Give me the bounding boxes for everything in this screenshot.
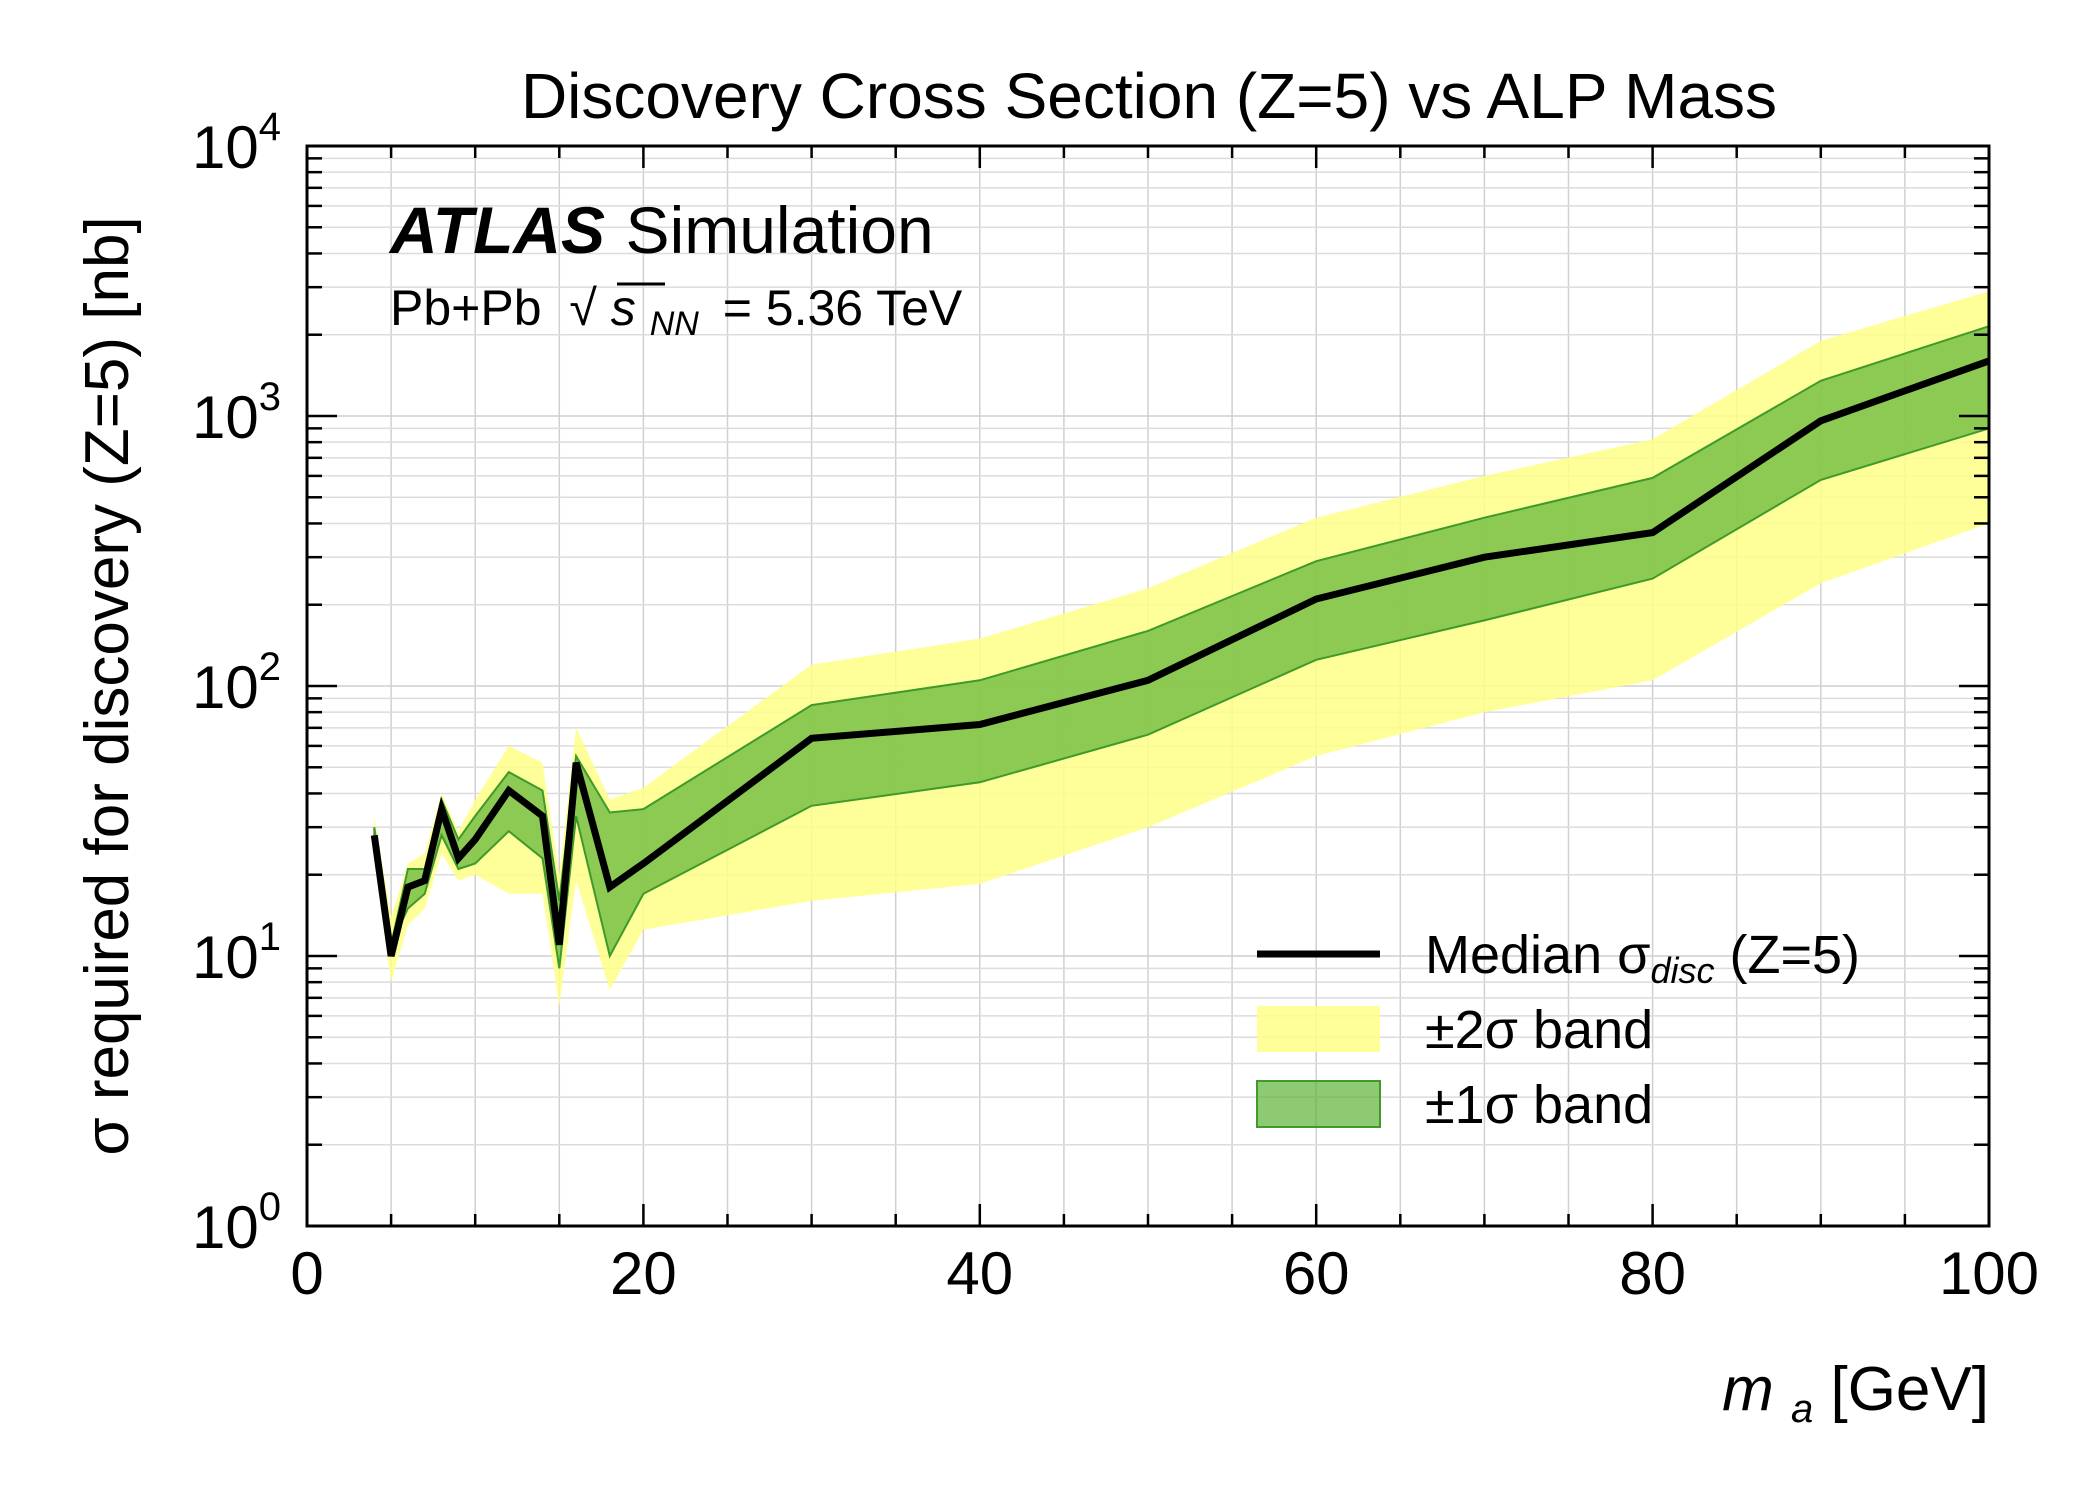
uncertainty-bands [373, 291, 1990, 1007]
energy-label: Pb+Pb √ s NN = 5.36 TeV [390, 280, 963, 346]
x-tick-label: 100 [1939, 1240, 2039, 1307]
x-axis-label-unit: [GeV] [1830, 1355, 1989, 1424]
y-axis-label: σ required for discovery (Z=5) [nb] [73, 216, 142, 1155]
x-tick-label: 0 [290, 1240, 323, 1307]
simulation-tag: Simulation [626, 193, 934, 267]
y-tick-label: 100 [192, 1185, 281, 1261]
y-tick-labels: 100 101 102 103 104 [192, 105, 281, 1261]
sqrt-symbol: √ [569, 280, 597, 336]
legend-2sigma-label: ±2σ band [1425, 1000, 1653, 1060]
legend-1sigma-swatch [1256, 1080, 1381, 1128]
x-tick-label: 20 [610, 1240, 677, 1307]
experiment-label: ATLAS Simulation [388, 193, 934, 267]
plot-frame [305, 144, 1991, 1228]
legend-2sigma-swatch [1257, 1006, 1380, 1052]
legend-median-label: Median σdisc (Z=5) [1425, 925, 1860, 991]
x-axis-label: m a [GeV] [1722, 1355, 1989, 1436]
atlas-name: ATLAS [388, 193, 605, 267]
energy-sub: NN [650, 305, 700, 343]
y-tick-label: 102 [192, 645, 281, 721]
energy-var: s [611, 280, 636, 336]
median-line-group [370, 357, 1991, 957]
x-tick-label: 40 [946, 1240, 1013, 1307]
chart-title: Discovery Cross Section (Z=5) vs ALP Mas… [521, 60, 1777, 132]
x-tick-label: 80 [1619, 1240, 1686, 1307]
x-axis-label-sub: a [1791, 1387, 1813, 1431]
legend-1sigma-label: ±1σ band [1425, 1075, 1653, 1135]
y-tick-label: 104 [192, 105, 281, 181]
y-tick-label: 101 [192, 915, 281, 991]
x-axis-label-main: m [1722, 1355, 1774, 1424]
y-tick-label: 103 [192, 375, 281, 451]
collision-system: Pb+Pb [390, 280, 542, 336]
band-1sigma [373, 324, 1990, 969]
legend: Median σdisc (Z=5) ±2σ band ±1σ band [1256, 925, 1860, 1135]
x-tick-labels: 0 20 40 60 80 100 [290, 1240, 2039, 1307]
median-line [370, 357, 1991, 957]
x-tick-label: 60 [1283, 1240, 1350, 1307]
energy-value: = 5.36 TeV [723, 280, 963, 336]
